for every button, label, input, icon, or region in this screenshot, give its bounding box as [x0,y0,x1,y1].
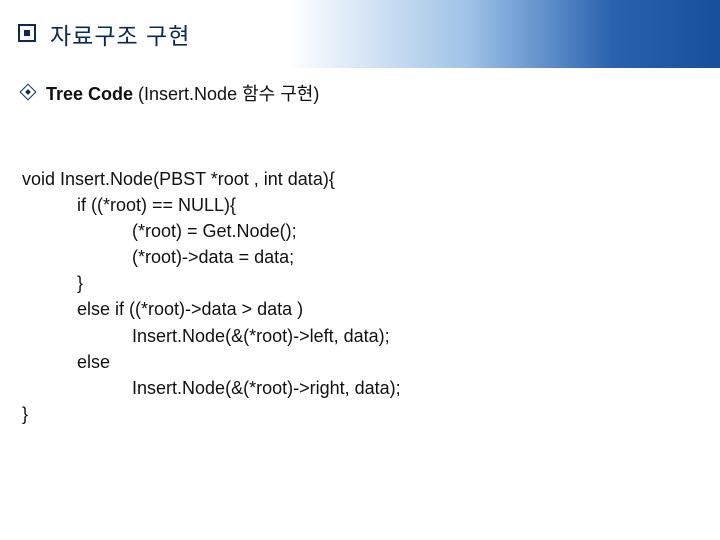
spacer [0,106,720,166]
diamond-bullet-icon [20,84,37,101]
code-line: Insert.Node(&(*root)->right, data); [22,378,401,398]
page-title: 자료구조 구현 [50,17,190,51]
code-line: (*root) = Get.Node(); [22,221,297,241]
subtitle-row: Tree Code (Insert.Node 함수 구현) [0,80,720,106]
subtitle-bold: Tree Code [46,84,138,104]
header-bar: 자료구조 구현 [0,0,720,68]
code-line: void Insert.Node(PBST *root , int data){ [22,169,335,189]
code-line: else if ((*root)->data > data ) [22,299,303,319]
code-line: if ((*root) == NULL){ [22,195,236,215]
square-bullet-icon [18,24,36,42]
subtitle-rest: (Insert.Node 함수 구현) [138,84,319,104]
code-line: (*root)->data = data; [22,247,294,267]
code-block: void Insert.Node(PBST *root , int data){… [0,166,720,427]
diamond-bullet-inner [25,89,31,95]
code-line: Insert.Node(&(*root)->left, data); [22,326,390,346]
code-line: else [22,352,110,372]
square-bullet-inner [24,30,30,36]
code-line: } [22,404,28,424]
subtitle-text: Tree Code (Insert.Node 함수 구현) [46,80,319,106]
code-line: } [22,273,83,293]
